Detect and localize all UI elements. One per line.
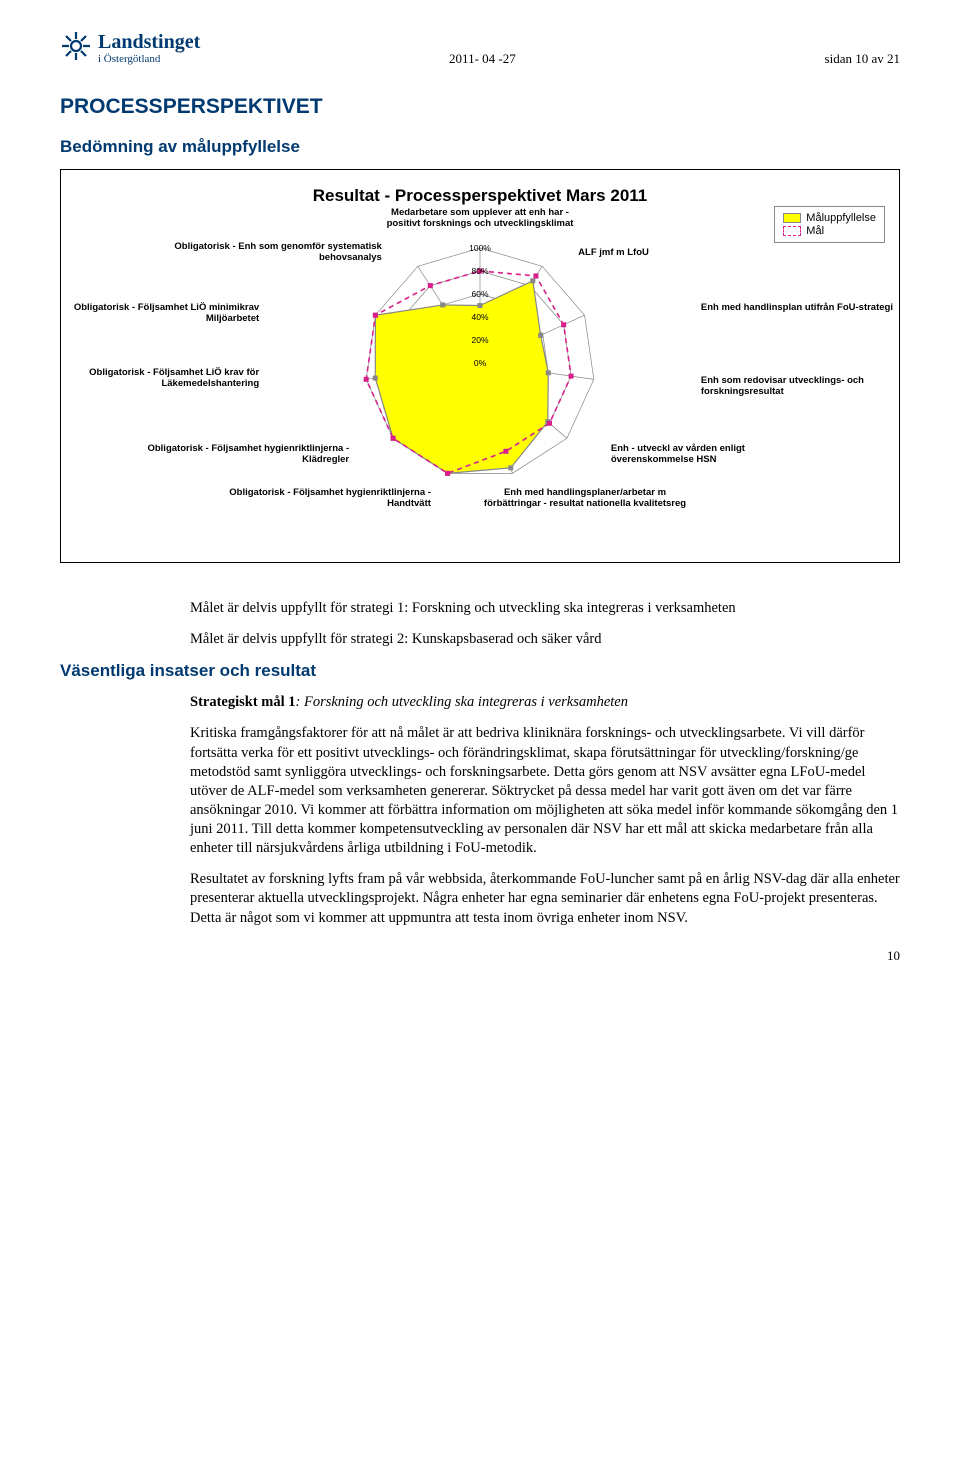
axis-label: Obligatorisk - Följsamhet LiÖ minimikrav…	[49, 303, 259, 325]
logo-block: Landstinget i Östergötland	[60, 30, 200, 67]
axis-label: Enh med handlingsplaner/arbetar m förbät…	[480, 488, 690, 510]
axis-label: Enh - utveckl av vården enligt överensko…	[611, 444, 821, 466]
page-header: Landstinget i Östergötland 2011- 04 -27 …	[60, 30, 900, 67]
axis-label: Obligatorisk - Följsamhet LiÖ krav för L…	[49, 368, 259, 390]
logo-sub-text: i Östergötland	[98, 54, 200, 65]
landstinget-logo-icon	[60, 30, 92, 67]
paragraph: Målet är delvis uppfyllt för strategi 1:…	[190, 599, 900, 618]
ring-label: 20%	[471, 335, 488, 345]
paragraph: Resultatet av forskning lyfts fram på vå…	[190, 870, 900, 927]
document-page: Landstinget i Östergötland 2011- 04 -27 …	[0, 0, 960, 1004]
strategic-heading: Strategiskt mål 1: Forskning och utveckl…	[190, 693, 900, 712]
body-text-block-1: Målet är delvis uppfyllt för strategi 1:…	[190, 599, 900, 649]
insatser-title: Väsentliga insatser och resultat	[60, 661, 900, 681]
chart-title: Resultat - Processperspektivet Mars 2011	[71, 186, 889, 206]
axis-label: Obligatorisk - Följsamhet hygienriktlinj…	[139, 444, 349, 466]
page-number: 10	[60, 948, 900, 964]
chart-container: Resultat - Processperspektivet Mars 2011…	[60, 169, 900, 563]
axis-label: Medarbetare som upplever att enh har - p…	[375, 208, 585, 230]
paragraph: Kritiska framgångsfaktorer för att nå må…	[190, 724, 900, 858]
ring-label: 60%	[471, 289, 488, 299]
axis-label: Obligatorisk - Enh som genomför systemat…	[172, 242, 382, 264]
strategic-label: Strategiskt mål 1	[190, 694, 296, 710]
body-text-block-2: Strategiskt mål 1: Forskning och utveckl…	[190, 693, 900, 927]
radar-chart: 100% 80% 60% 40% 20% 0% Medarbetare som …	[71, 208, 889, 538]
axis-label: Obligatorisk - Följsamhet hygienriktlinj…	[221, 488, 431, 510]
axis-label: Enh som redovisar utvecklings- och forsk…	[701, 376, 911, 398]
header-page-info: sidan 10 av 21	[825, 51, 900, 67]
axis-label: ALF jmf m LfoU	[578, 248, 688, 259]
section-title: PROCESSPERSPEKTIVET	[60, 95, 900, 119]
paragraph: Målet är delvis uppfyllt för strategi 2:…	[190, 630, 900, 649]
header-date: 2011- 04 -27	[449, 51, 516, 67]
axis-label: Enh med handlinsplan utifrån FoU-strateg…	[701, 303, 911, 314]
strategic-em: : Forskning och utveckling ska integrera…	[296, 694, 628, 710]
ring-label: 40%	[471, 312, 488, 322]
ring-label: 100%	[469, 243, 491, 253]
logo-main-text: Landstinget	[98, 32, 200, 52]
subsection-title: Bedömning av måluppfyllelse	[60, 137, 900, 157]
ring-label: 0%	[474, 358, 486, 368]
ring-label: 80%	[471, 266, 488, 276]
